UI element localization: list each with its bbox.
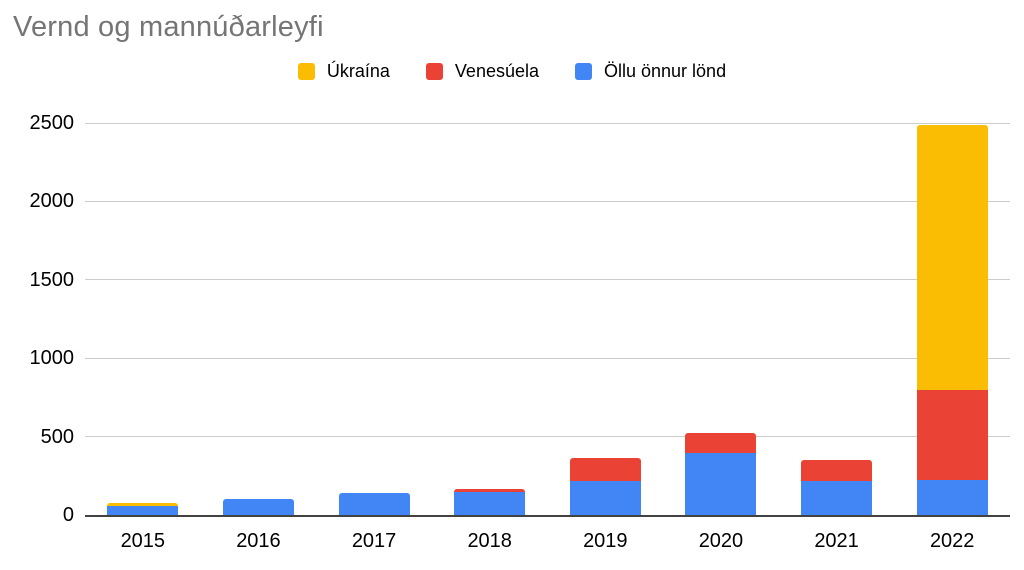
legend-item-2: Venesúela bbox=[425, 61, 539, 82]
gridline bbox=[85, 200, 1010, 202]
bars-area bbox=[85, 123, 1010, 515]
legend-label: Öllu önnur lönd bbox=[604, 61, 727, 81]
x-axis-label: 2020 bbox=[698, 530, 744, 552]
bar-segment bbox=[685, 453, 757, 515]
bar-slot-2021 bbox=[779, 123, 895, 515]
bar-segment bbox=[569, 481, 641, 515]
bar-slot-2016 bbox=[201, 123, 317, 515]
bar-segment bbox=[801, 481, 873, 515]
legend-label: Venesúela bbox=[454, 61, 539, 81]
bar-segment bbox=[222, 499, 294, 515]
legend-item-3: Öllu önnur lönd bbox=[575, 61, 726, 82]
x-axis: 2015 2016 2017 2018 2019 2020 2021 2022 bbox=[85, 524, 1010, 558]
bar-segment bbox=[454, 489, 526, 493]
gridline bbox=[85, 279, 1010, 281]
bar-segment bbox=[569, 457, 641, 482]
x-axis-label: 2021 bbox=[814, 530, 859, 552]
bar-2015 bbox=[107, 123, 179, 515]
x-axis-label: 2022 bbox=[929, 530, 975, 552]
y-axis-label: 0 bbox=[62, 504, 74, 526]
bar-segment bbox=[454, 492, 526, 515]
bar-segment bbox=[338, 493, 410, 515]
bar-2019 bbox=[569, 123, 641, 515]
bar-segment bbox=[916, 390, 988, 480]
bar-segment bbox=[107, 503, 179, 507]
legend-label: Úkraína bbox=[326, 61, 390, 81]
y-axis-label: 1500 bbox=[29, 268, 75, 291]
bar-segment bbox=[107, 506, 179, 515]
y-axis-label: 1000 bbox=[29, 347, 75, 370]
chart-title: Vernd og mannúðarleyfi bbox=[13, 11, 324, 43]
y-axis-label: 2500 bbox=[29, 112, 75, 134]
legend-swatch-icon bbox=[575, 63, 592, 80]
x-axis-label: 2016 bbox=[236, 530, 281, 552]
x-axis-label: 2018 bbox=[467, 530, 512, 552]
bar-slot-2019 bbox=[548, 123, 664, 515]
bar-slot-2022 bbox=[894, 123, 1010, 515]
gridline bbox=[85, 436, 1010, 438]
gridlines bbox=[85, 122, 1010, 515]
legend: Úkraína Venesúela Öllu önnur lönd bbox=[0, 61, 1024, 82]
x-axis-label: 2015 bbox=[120, 530, 166, 552]
bar-2020 bbox=[685, 123, 757, 515]
bar-segment bbox=[685, 432, 757, 454]
x-axis-label: 2017 bbox=[351, 530, 397, 552]
legend-swatch-icon bbox=[425, 63, 443, 80]
bar-slot-2015 bbox=[85, 123, 201, 515]
bar-slot-2017 bbox=[316, 123, 432, 515]
bar-segment bbox=[916, 479, 988, 515]
bar-2016 bbox=[222, 123, 294, 515]
y-axis: 0 500 1000 1500 2000 2500 bbox=[30, 113, 1010, 525]
y-axis-label: 500 bbox=[40, 425, 74, 448]
bar-2017 bbox=[338, 123, 410, 515]
plot-area: 0 500 1000 1500 2000 2500 bbox=[30, 113, 1010, 525]
bar-segment bbox=[916, 124, 988, 391]
gridline bbox=[85, 122, 1010, 124]
legend-swatch-icon bbox=[297, 63, 315, 80]
y-axis-label: 2000 bbox=[29, 190, 75, 213]
bar-2018 bbox=[454, 123, 526, 515]
bar-segment bbox=[801, 460, 873, 482]
bar-2021 bbox=[801, 123, 873, 515]
gridline bbox=[85, 357, 1010, 359]
legend-item-1: Úkraína bbox=[297, 61, 390, 82]
bar-2022 bbox=[916, 123, 988, 515]
x-axis-label: 2019 bbox=[583, 530, 628, 552]
bar-slot-2020 bbox=[663, 123, 779, 515]
bar-slot-2018 bbox=[432, 123, 548, 515]
